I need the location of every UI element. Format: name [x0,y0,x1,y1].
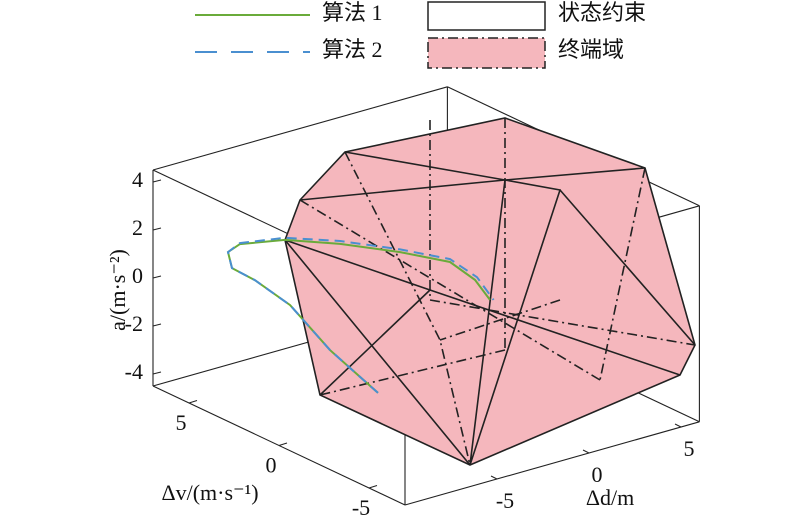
x-tick [490,475,498,480]
x-tick [582,449,590,454]
z-tick [152,323,162,327]
legend-label: 终端域 [558,37,624,62]
z-tick-label: 0 [132,263,143,288]
x-tick [674,423,682,428]
x-tick-label: 5 [684,436,695,461]
legend-label: 状态约束 [558,0,646,25]
z-tick [152,275,162,279]
region-edge-hidden [299,118,696,466]
box-edge [152,86,448,171]
y-tick-label: -5 [352,495,370,520]
z-tick-label: -4 [125,359,143,384]
region-hull [284,117,696,466]
legend-swatch [427,1,546,31]
y-tick-label: 0 [266,453,277,478]
z-tick-label: 4 [132,167,143,192]
legend-label: 算法 2 [322,37,383,62]
z-tick-label: -2 [125,311,143,336]
y-tick-label: 5 [176,410,187,435]
y-tick [188,400,198,404]
box-edge [404,421,700,506]
legend: 算法 1 算法 2 状态约束 终端域 [195,0,646,69]
y-tick [278,442,288,446]
z-tick [152,227,162,231]
legend-label: 算法 1 [322,0,383,25]
x-tick-label: -5 [496,488,514,513]
x-axis-label: Δd/m [586,485,634,510]
y-tick [368,485,378,489]
plot-area [226,236,495,394]
legend-swatch [427,37,546,69]
z-axis-label: a/(m·s⁻²) [105,249,130,331]
y-axis-label: Δv/(m·s⁻¹) [161,480,258,505]
trajectory [226,236,495,394]
z-tick [152,371,162,375]
terminal-region [284,117,696,466]
z-tick-label: 2 [132,215,143,240]
x-tick-label: 0 [592,462,603,487]
z-tick [152,179,162,183]
